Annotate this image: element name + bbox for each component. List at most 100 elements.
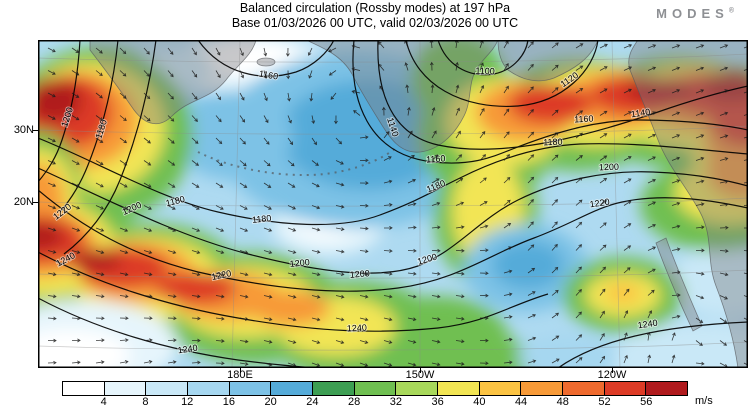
wind-arrow <box>671 247 681 252</box>
wind-arrow <box>119 160 128 166</box>
wind-arrow <box>527 86 534 94</box>
wind-arrow <box>71 360 81 365</box>
wind-arrow <box>311 115 316 125</box>
wind-arrow <box>407 225 417 230</box>
wind-arrow <box>671 354 676 364</box>
colorbar-cell <box>104 382 147 395</box>
wind-arrow <box>383 249 393 253</box>
wind-arrow <box>335 182 345 187</box>
wind-arrow <box>647 268 656 274</box>
wind-arrow <box>455 154 463 161</box>
wind-arrow <box>378 63 385 71</box>
wind-arrow <box>287 340 297 344</box>
wind-arrow <box>307 47 313 56</box>
colorbar-cell <box>146 382 189 395</box>
landmass-baja-california <box>655 237 703 332</box>
wind-arrow <box>191 70 198 78</box>
wind-arrow <box>527 131 535 139</box>
wind-arrow <box>143 92 151 100</box>
wind-arrow <box>575 65 584 71</box>
wind-arrow <box>47 227 57 232</box>
wind-arrow <box>335 160 344 165</box>
wind-arrow <box>695 134 705 139</box>
contour-label: 1240 <box>347 322 368 333</box>
landmass-north-america <box>628 40 748 368</box>
wind-arrow <box>311 205 321 210</box>
wind-arrow <box>167 160 176 166</box>
wind-arrow <box>623 111 632 116</box>
colorbar-tick-label: 48 <box>556 396 569 408</box>
wind-arrow <box>647 289 655 296</box>
wind-arrow <box>263 160 271 167</box>
wind-arrow <box>407 294 417 299</box>
wind-arrow <box>119 250 129 254</box>
wind-arrow <box>287 250 297 254</box>
wind-arrow <box>239 272 249 277</box>
wind-arrow <box>167 227 177 232</box>
wind-arrow <box>671 332 676 341</box>
wind-arrow <box>47 70 56 75</box>
wind-arrow <box>47 205 57 210</box>
wind-arrow <box>143 316 153 321</box>
wind-arrow <box>191 182 200 188</box>
wind-arrow <box>71 338 81 343</box>
colorbar-tick-label: 36 <box>431 396 444 408</box>
wind-arrow <box>215 47 221 56</box>
wind-arrow <box>335 227 345 231</box>
wind-arrow <box>263 182 272 188</box>
colorbar-units-label: m/s <box>695 395 713 407</box>
axis-tick <box>33 202 38 203</box>
contour-label: 1240 <box>177 343 198 356</box>
wind-arrow <box>287 362 297 367</box>
wind-arrow <box>191 294 201 299</box>
wind-arrow <box>143 250 153 254</box>
colorbar-ticks: 4 8 12 16 20 24 28 32 36 40 44 48 52 56 <box>62 396 688 408</box>
wind-arrow <box>328 70 337 76</box>
wind-arrow <box>143 360 153 364</box>
wind-arrow <box>359 294 369 299</box>
wind-arrow <box>359 181 369 185</box>
colorbar-tick-label: 4 <box>100 396 107 408</box>
wind-arrow <box>623 332 628 341</box>
wind-arrow <box>309 92 314 102</box>
wind-arrow <box>405 84 410 94</box>
wind-arrow <box>575 221 583 229</box>
wind-arrow <box>575 289 582 296</box>
colorbar-cell <box>521 382 564 395</box>
wind-arrow <box>551 109 559 116</box>
modes-logo: MODES® <box>656 6 734 21</box>
wind-arrow <box>71 70 80 76</box>
registered-trademark-icon: ® <box>728 7 734 15</box>
wind-arrow <box>119 47 127 55</box>
wind-arrow <box>167 272 177 277</box>
colorbar-tick-label: 16 <box>222 396 236 408</box>
wind-arrow <box>503 154 511 161</box>
wind-arrow <box>335 204 345 209</box>
wind-arrow <box>47 250 57 254</box>
wind-arrow <box>407 178 417 184</box>
wind-arrow <box>359 362 369 367</box>
wind-arrow <box>71 182 80 188</box>
wind-arrow <box>695 248 705 253</box>
wind-arrow <box>335 272 345 276</box>
wind-arrow <box>359 317 369 322</box>
wind-arrow <box>407 130 413 139</box>
wind-arrow <box>95 182 104 188</box>
wind-arrow <box>95 250 105 254</box>
wind-arrow <box>647 178 657 184</box>
wind-arrow <box>431 107 436 116</box>
lat-label-20n: 20N <box>13 196 34 208</box>
wind-arrow <box>455 61 459 71</box>
wind-arrow <box>719 111 729 116</box>
wind-arrow <box>359 158 369 163</box>
wind-arrow <box>646 331 651 341</box>
wind-arrow <box>623 178 632 184</box>
wind-arrow <box>263 205 272 210</box>
contour-label: 1100 <box>475 66 495 77</box>
wind-arrow <box>167 182 176 188</box>
wind-arrow <box>551 199 559 206</box>
wind-arrow <box>47 294 57 299</box>
colorbar-tick-label: 44 <box>514 396 528 408</box>
colorbar-tick-label: 20 <box>264 396 277 408</box>
axis-tick <box>420 368 421 373</box>
